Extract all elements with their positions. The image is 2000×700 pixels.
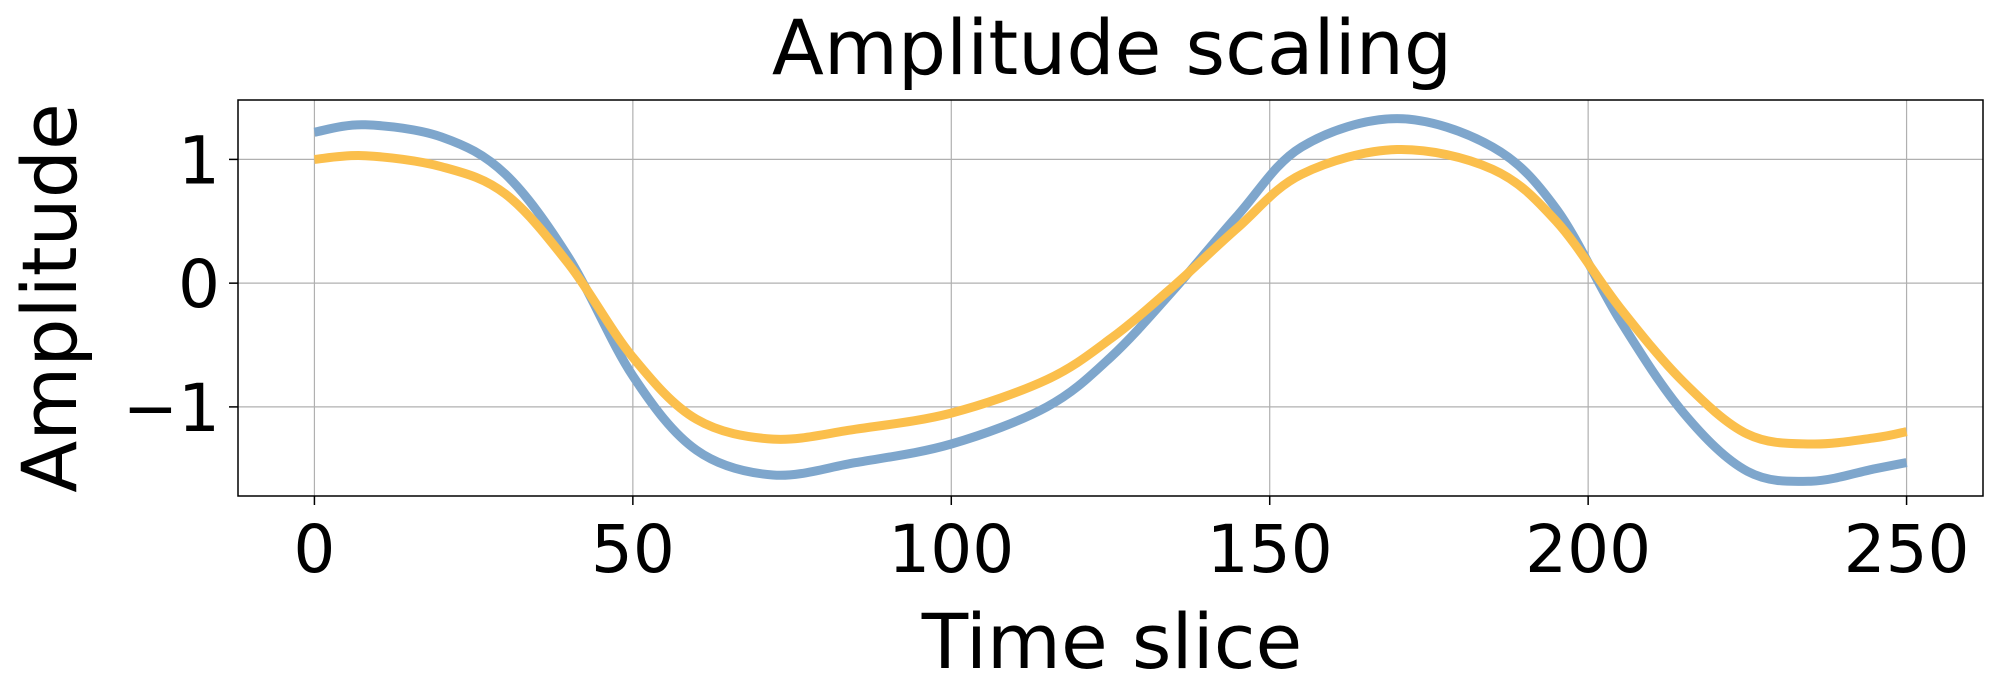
y-tick-label: 0 bbox=[178, 246, 220, 323]
x-axis-label: Time slice bbox=[921, 597, 1303, 686]
series-line-1 bbox=[313, 114, 1908, 486]
ticks: 0 50 100 150 200 250 1 0 −1 bbox=[123, 122, 1970, 588]
grid bbox=[238, 100, 1983, 496]
y-tick-label: 1 bbox=[178, 122, 220, 199]
x-tick-label: 100 bbox=[888, 511, 1014, 588]
chart-title: Amplitude scaling bbox=[772, 3, 1452, 92]
y-axis-label: Amplitude bbox=[5, 103, 94, 492]
x-tick-label: 250 bbox=[1844, 511, 1970, 588]
series-line-2 bbox=[313, 144, 1908, 449]
y-tick-label: −1 bbox=[123, 370, 220, 447]
x-tick-label: 200 bbox=[1525, 511, 1651, 588]
x-tick-label: 50 bbox=[591, 511, 675, 588]
x-tick-label: 150 bbox=[1207, 511, 1333, 588]
x-tick-label: 0 bbox=[293, 511, 335, 588]
series-layer bbox=[313, 114, 1908, 486]
plot-frame bbox=[237, 99, 1984, 497]
